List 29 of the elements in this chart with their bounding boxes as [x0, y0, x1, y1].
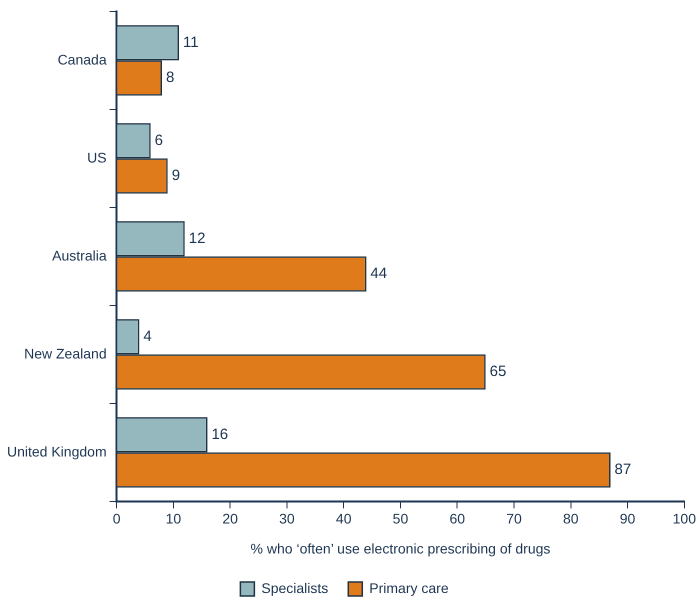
data-label: 16: [211, 426, 228, 443]
x-axis-title: % who ‘often’ use electronic prescribing of drugs: [250, 540, 550, 556]
data-label: 9: [172, 167, 180, 184]
x-tick-label: 60: [449, 510, 466, 527]
y-tick-label: US: [87, 149, 107, 166]
data-label: 8: [166, 69, 174, 86]
data-label: 6: [154, 132, 164, 149]
x-tick-label: 30: [279, 510, 295, 527]
x-tick-label: 100: [672, 510, 696, 527]
x-tick-label: 70: [506, 510, 522, 527]
data-label: 65: [490, 363, 506, 380]
legend-label: Specialists: [261, 580, 328, 596]
x-tick-label: 80: [562, 510, 579, 527]
x-tick-label: 90: [620, 510, 636, 527]
x-tick-label: 50: [392, 510, 408, 527]
data-label: 11: [183, 34, 199, 51]
y-tick-label: Australia: [52, 247, 107, 264]
x-tick-label: 10: [166, 510, 182, 527]
data-label: 44: [370, 265, 388, 282]
x-tick-label: 0: [112, 510, 121, 527]
data-label: 12: [188, 230, 206, 247]
data-label: 4: [143, 328, 152, 345]
y-tick-label: New Zealand: [24, 345, 107, 362]
legend-label: Primary care: [369, 580, 449, 596]
x-tick-label: 40: [336, 510, 352, 527]
y-tick-label: United Kingdom: [6, 443, 107, 460]
y-tick-label: Canada: [58, 51, 107, 68]
data-label: 87: [614, 461, 632, 478]
x-tick-label: 20: [222, 510, 238, 527]
